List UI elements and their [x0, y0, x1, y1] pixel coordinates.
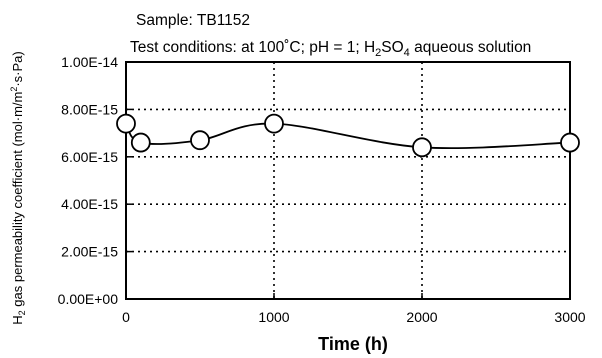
y-tick-label: 2.00E-15 — [61, 244, 118, 260]
data-markers — [116, 113, 580, 158]
x-tick-label: 3000 — [554, 309, 585, 325]
y-axis-ticks: 0.00E+00 2.00E-15 4.00E-15 6.00E-15 8.00E-15… — [58, 54, 132, 307]
plot-frame — [125, 61, 571, 300]
grid-lines — [126, 62, 570, 299]
y-tick-label: 1.00E-14 — [61, 54, 118, 70]
data-point — [412, 137, 432, 158]
x-tick-label: 2000 — [406, 309, 437, 325]
y-tick-label: 4.00E-15 — [61, 196, 118, 212]
data-point — [190, 130, 210, 151]
y-axis-label: H2 gas permeability coefficient (mol·m/m… — [9, 51, 27, 324]
y-tick-label: 0.00E+00 — [58, 291, 119, 307]
data-point — [116, 113, 136, 134]
chart-sample-label: Sample: TB1152 — [136, 12, 250, 29]
data-point — [264, 113, 284, 134]
x-axis-label: Time (h) — [318, 334, 388, 354]
y-tick-label: 6.00E-15 — [61, 149, 118, 165]
x-axis-ticks: 0 1000 2000 3000 — [122, 293, 586, 325]
x-tick-label: 0 — [122, 309, 130, 325]
chart-test-conditions: Test conditions: at 100˚C; pH = 1; H2SO4… — [130, 39, 531, 59]
x-tick-label: 1000 — [258, 309, 289, 325]
y-tick-label: 8.00E-15 — [61, 101, 118, 117]
data-point — [130, 132, 151, 153]
data-point — [560, 132, 580, 153]
